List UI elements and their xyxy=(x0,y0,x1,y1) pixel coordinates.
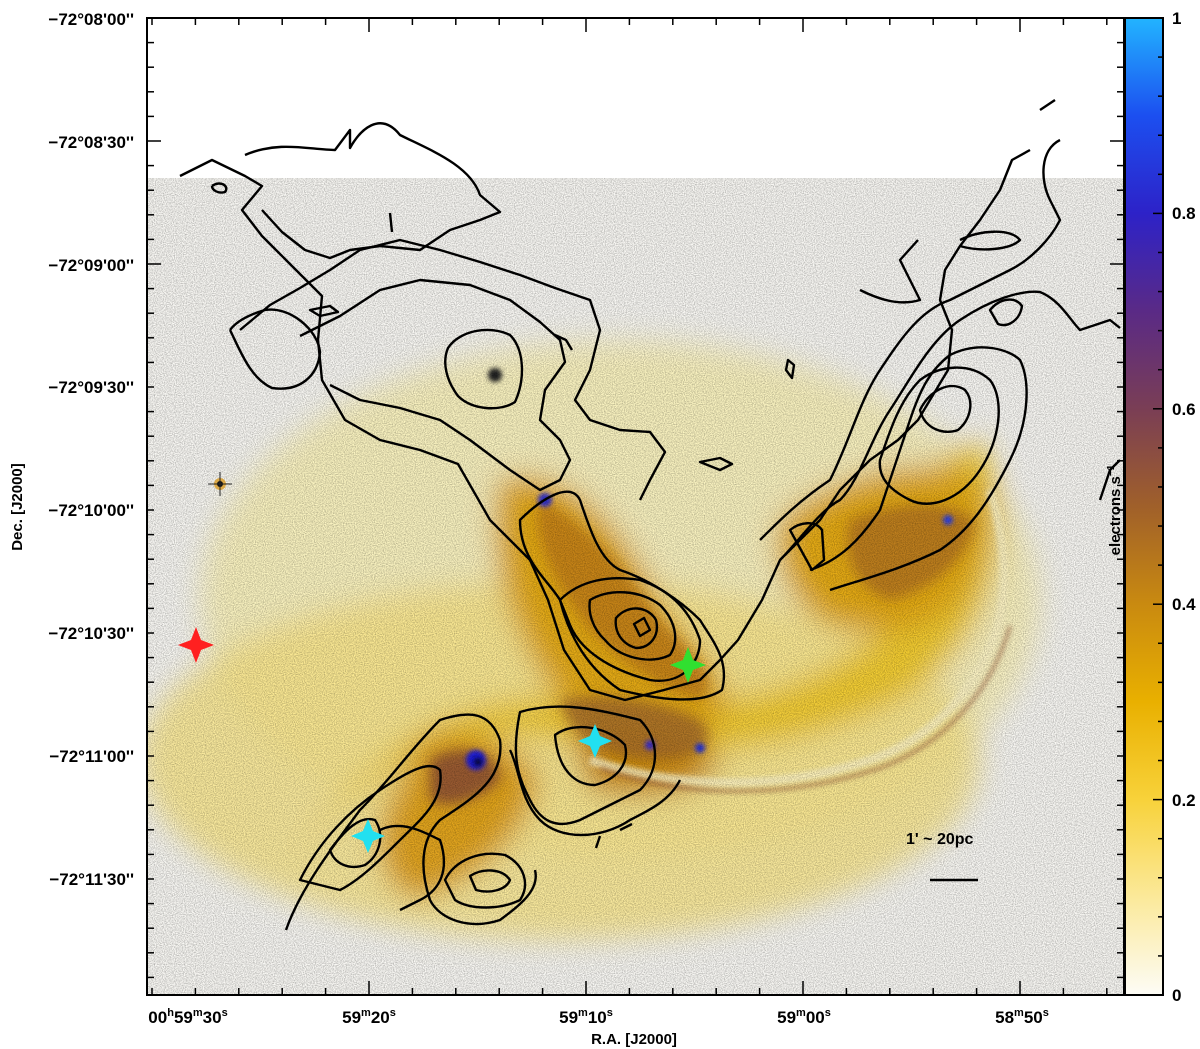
colorbar-tick-label: 0.8 xyxy=(1172,204,1196,223)
colorbar: 1 0.8 0.6 0.4 0.2 0 electrons s−1 xyxy=(1106,9,1196,1005)
contour-lower-middle-4 xyxy=(594,822,633,849)
contour-right-1 xyxy=(759,138,1062,541)
colorbar-tick-label: 0.6 xyxy=(1172,400,1196,419)
red-star-icon xyxy=(178,627,214,663)
contour-central-3 xyxy=(588,591,677,661)
image-panel: 1' ~ 20pc xyxy=(147,18,1124,995)
dec-tick-label: −72°08'30'' xyxy=(48,133,134,152)
ra-tick-label: 59m00s xyxy=(777,1007,831,1027)
contour-right-2 xyxy=(779,290,1121,561)
scale-bar-label: 1' ~ 20pc xyxy=(906,831,974,848)
y-axis-title: Dec. [J2000] xyxy=(9,463,26,551)
green-star-marker xyxy=(670,647,706,683)
green-star-icon xyxy=(670,647,706,683)
cyan-star-icon xyxy=(351,819,385,853)
ra-tick-label: 59m10s xyxy=(559,1007,613,1027)
axis-ticks xyxy=(147,17,1124,995)
colorbar-tick-label: 0.2 xyxy=(1172,791,1196,810)
contour-top-left-7 xyxy=(388,212,574,351)
contour-outer xyxy=(179,148,1031,702)
contour-top-left-3 xyxy=(228,308,322,390)
contour-right-8 xyxy=(1039,99,1121,501)
dec-tick-label: −72°10'30'' xyxy=(48,624,134,643)
dec-tick-label: −72°11'00'' xyxy=(49,747,134,766)
contour-top-left-5 xyxy=(444,328,524,410)
cyan-star-marker-2 xyxy=(578,724,612,758)
colorbar-fill xyxy=(1125,18,1163,995)
contour-lower-middle-3 xyxy=(508,749,682,837)
contour-lower-left-6 xyxy=(379,824,446,912)
ra-tick-labels: 00h59m30s 59m20s 59m10s 59m00s 58m50s xyxy=(148,1007,1049,1027)
cyan-star-marker-1 xyxy=(351,819,385,853)
contour-lines xyxy=(179,99,1121,931)
colorbar-tick-label: 0.4 xyxy=(1172,595,1196,614)
dec-tick-label: −72°11'30'' xyxy=(49,870,134,889)
star-markers xyxy=(178,627,706,853)
ra-tick-label: 59m20s xyxy=(342,1007,396,1027)
contour-lower-left-2 xyxy=(298,764,442,892)
contour-central-2 xyxy=(558,577,702,682)
contour-lower-left-4 xyxy=(443,852,527,909)
dec-tick-labels: −72°08'00'' −72°08'30'' −72°09'00'' −72°… xyxy=(48,10,134,889)
contour-top-left-2 xyxy=(239,238,667,501)
contour-central-4 xyxy=(614,607,659,650)
contour-right-10 xyxy=(859,239,922,304)
red-star-marker xyxy=(178,627,214,663)
dec-tick-label: −72°08'00'' xyxy=(48,10,134,29)
contour-right-9 xyxy=(788,522,826,572)
colorbar-label: electrons s−1 xyxy=(1106,464,1124,555)
foreground-star xyxy=(208,472,232,496)
x-axis-title: R.A. [J2000] xyxy=(591,1031,677,1048)
contour-top-left-8 xyxy=(210,182,228,194)
ra-tick-label: 58m50s xyxy=(995,1007,1049,1027)
contour-lower-left-1 xyxy=(284,713,537,931)
contour-lower-left-3 xyxy=(328,817,382,869)
colorbar-tick-label: 0 xyxy=(1172,986,1181,1005)
colorbar-frame xyxy=(1124,17,1164,996)
scale-bar: 1' ~ 20pc xyxy=(906,831,978,882)
ra-tick-label: 00h59m30s xyxy=(148,1007,227,1027)
dec-tick-label: −72°09'00'' xyxy=(48,256,134,275)
contour-right-7 xyxy=(959,230,1022,251)
dec-tick-label: −72°09'30'' xyxy=(48,378,134,397)
cyan-star-icon xyxy=(578,724,612,758)
nebula-emission xyxy=(147,178,1124,995)
colorbar-tick-label: 1 xyxy=(1172,9,1181,28)
dec-tick-label: −72°10'00'' xyxy=(48,501,134,520)
contour-right-5 xyxy=(918,384,972,433)
colorbar-ticks xyxy=(1153,17,1163,996)
contour-right-4 xyxy=(878,366,1000,505)
contour-top-left-1 xyxy=(244,122,502,260)
contour-right-6 xyxy=(988,298,1024,327)
contour-right-3 xyxy=(809,346,1028,592)
contour-top-left-6 xyxy=(308,304,340,318)
contour-central-5 xyxy=(632,616,652,638)
contour-lower-middle-2 xyxy=(553,725,628,787)
contour-central-1 xyxy=(518,490,726,701)
contour-lower-middle-1 xyxy=(514,705,657,826)
contour-lower-left-5 xyxy=(468,869,512,893)
contour-central-7 xyxy=(784,358,796,380)
contour-top-left-4 xyxy=(299,278,572,492)
contour-central-6 xyxy=(698,456,734,472)
